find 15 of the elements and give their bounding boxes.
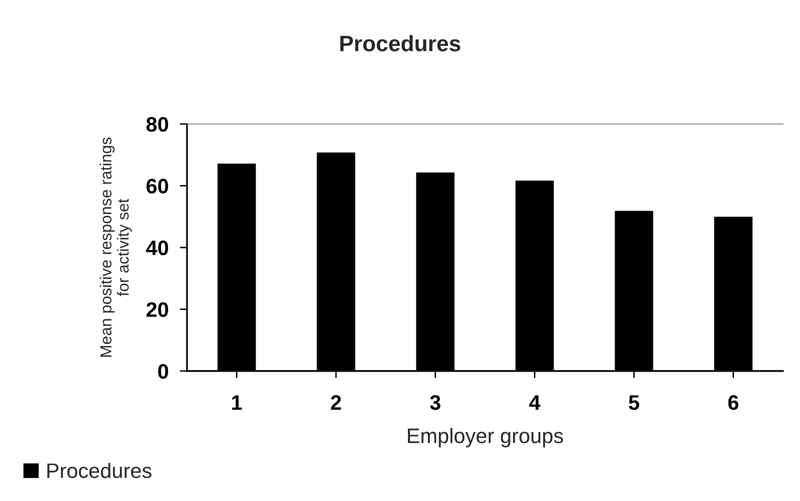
y-tick-label: 40 xyxy=(146,240,168,256)
x-tick-label: 1 xyxy=(232,395,242,410)
chart-title: Procedures xyxy=(340,35,460,52)
x-axis-title: Employer groups xyxy=(408,428,563,448)
y-tick-label: 60 xyxy=(146,178,168,194)
legend-label: Procedures xyxy=(47,462,152,478)
y-tick-label: 0 xyxy=(158,364,168,379)
x-tick-label: 2 xyxy=(330,395,341,410)
y-axis-title: Mean positive response ratings for activity set xyxy=(100,138,132,357)
x-tick-label: 5 xyxy=(628,395,640,410)
y-tick-label: 80 xyxy=(146,117,168,132)
y-tick-label: 20 xyxy=(146,302,168,318)
x-tick-label: 6 xyxy=(728,395,738,410)
x-tick-label: 4 xyxy=(529,395,540,410)
x-tick-label: 3 xyxy=(430,395,440,410)
